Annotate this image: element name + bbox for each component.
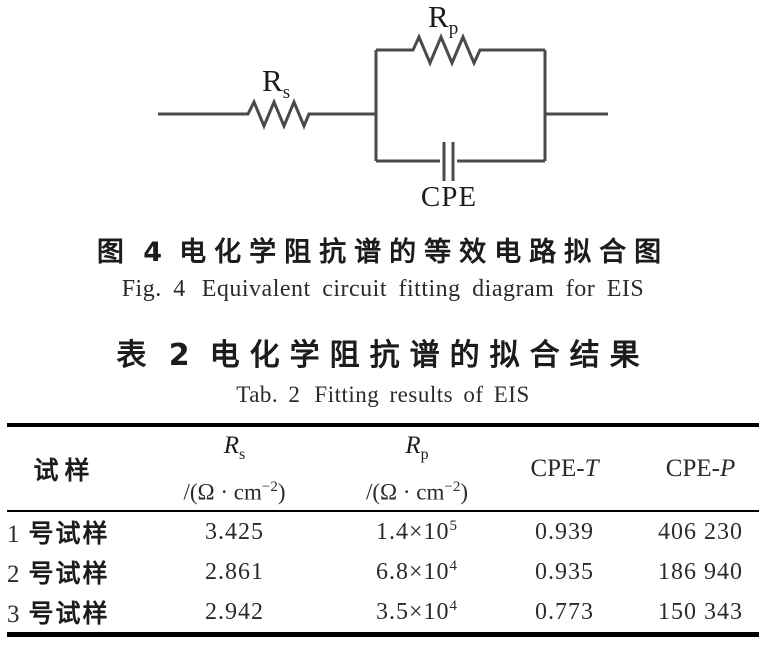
rs-unit: /(Ω · cm−2) — [183, 478, 286, 505]
sample-name: 2 号试样 — [7, 559, 110, 588]
table-caption-zh: 表 2 电化学阻抗谱的拟合结果 — [0, 330, 766, 374]
label-rs: Rs — [262, 63, 290, 103]
col-header-sample: 试样 — [7, 425, 122, 512]
cpe-p-value: 186 940 — [658, 558, 743, 585]
cpe-t-value: 0.939 — [535, 518, 594, 545]
capacitor-cpe-plates — [442, 142, 455, 181]
cpe-t-value: 0.773 — [535, 598, 594, 625]
table-title-en: Fitting results of EIS — [314, 382, 530, 407]
rp-value: 6.8×104 — [375, 558, 459, 585]
input-wire-and-resistor-rs — [158, 98, 376, 130]
fitting-results-table: 试样 Rs /(Ω · cm−2) Rp /(Ω · cm−2) CPE-T C… — [7, 423, 759, 637]
rp-unit: /(Ω · cm−2) — [365, 478, 469, 505]
rs-value: 3.425 — [205, 518, 264, 545]
sample-name: 1 号试样 — [7, 519, 110, 548]
figure-number-en: Fig. 4 — [121, 276, 186, 302]
table-caption-en: Tab. 2 Fitting results of EIS — [0, 382, 766, 408]
table-row: 1 号试样 3.425 1.4×105 0.939 406 230 — [7, 511, 759, 552]
header-row: 试样 Rs /(Ω · cm−2) Rp /(Ω · cm−2) CPE-T C… — [7, 425, 759, 512]
table-row: 2 号试样 2.861 6.8×104 0.935 186 940 — [7, 552, 759, 592]
table-number-en: Tab. 2 — [236, 382, 301, 407]
rs-symbol: Rs — [223, 431, 246, 463]
cpe-p-value: 406 230 — [658, 518, 743, 545]
figure-caption-en: Fig. 4 Equivalent circuit fitting diagram… — [0, 276, 766, 303]
cpe-p-value: 150 343 — [658, 598, 743, 625]
col-header-rp: Rp /(Ω · cm−2) — [347, 425, 487, 512]
sample-name: 3 号试样 — [7, 599, 110, 628]
rs-value: 2.942 — [205, 598, 264, 625]
rp-symbol: Rp — [405, 431, 429, 463]
col-header-rs: Rs /(Ω · cm−2) — [122, 425, 347, 512]
rs-value: 2.861 — [205, 558, 264, 585]
equivalent-circuit-diagram: Rs Rp CPE — [158, 0, 608, 213]
figure-caption-zh: 图 4 电化学阻抗谱的等效电路拟合图 — [0, 230, 766, 269]
cpe-t-value: 0.935 — [535, 558, 594, 585]
col-header-cpe-p: CPE-P — [642, 425, 759, 512]
table-row: 3 号试样 2.942 3.5×104 0.773 150 343 — [7, 592, 759, 635]
rp-value: 1.4×105 — [375, 518, 459, 545]
label-cpe: CPE — [421, 181, 477, 213]
figure-number-zh: 图 4 — [96, 237, 168, 268]
table-title-zh: 电化学阻抗谱的拟合结果 — [209, 338, 650, 373]
figure-title-en: Equivalent circuit fitting diagram for E… — [201, 276, 645, 302]
table-number-zh: 表 2 — [116, 338, 196, 373]
col-header-cpe-t: CPE-T — [487, 425, 642, 512]
rp-value: 3.5×104 — [375, 598, 459, 625]
box-top-wire-and-resistor-rp — [376, 33, 545, 67]
label-rp: Rp — [428, 0, 458, 39]
figure-title-zh: 电化学阻抗谱的等效电路拟合图 — [179, 237, 670, 268]
